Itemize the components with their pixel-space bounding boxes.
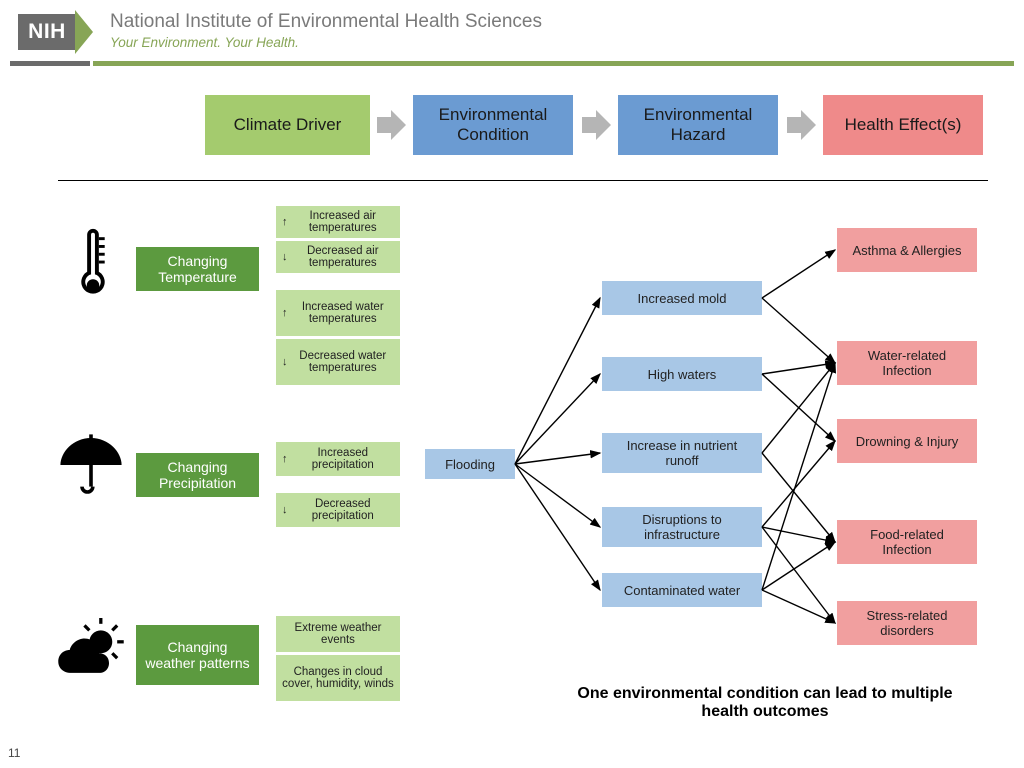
caption: One environmental condition can lead to … [555, 685, 975, 721]
edge-layer [0, 0, 1024, 768]
page-number: 11 [8, 746, 20, 760]
